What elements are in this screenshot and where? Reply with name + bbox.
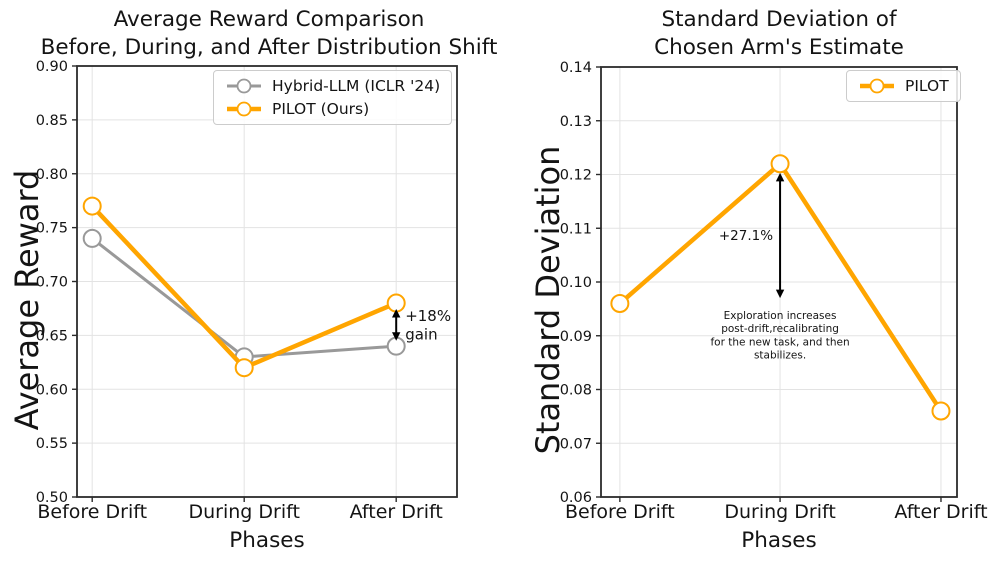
legend-swatch bbox=[860, 78, 894, 94]
legend-marker bbox=[869, 78, 885, 94]
chart-title: Standard Deviation of Chosen Arm's Estim… bbox=[654, 7, 904, 60]
legend-label: PILOT bbox=[905, 77, 949, 95]
y-tick-label: 0.14 bbox=[560, 60, 592, 76]
series-line bbox=[617, 160, 944, 414]
legend-label: Hybrid-LLM (ICLR '24) bbox=[272, 77, 441, 95]
arrowhead-down bbox=[775, 289, 785, 299]
legend-label: PILOT (Ours) bbox=[272, 100, 370, 118]
y-tick-label: 0.13 bbox=[560, 114, 592, 130]
plot-border bbox=[600, 66, 958, 498]
data-point-marker bbox=[931, 401, 951, 421]
legend-marker bbox=[236, 78, 252, 94]
x-tick-label: During Drift bbox=[724, 501, 835, 523]
x-tick-label: After Drift bbox=[894, 501, 987, 523]
x-axis-label: Phases bbox=[741, 528, 817, 553]
arrowhead-up bbox=[775, 172, 785, 182]
data-point-marker bbox=[770, 154, 790, 174]
legend: PILOT bbox=[846, 70, 961, 102]
y-axis-label: Standard Deviation bbox=[529, 145, 567, 455]
data-point-marker bbox=[610, 294, 630, 313]
x-tick-label: Before Drift bbox=[565, 501, 675, 523]
chart-title: Average Reward Comparison Before, During… bbox=[40, 7, 498, 60]
legend-swatch bbox=[227, 101, 261, 117]
x-axis-label: Phases bbox=[229, 528, 305, 553]
y-tick-label: 0.06 bbox=[560, 490, 592, 506]
legend-item: PILOT (Ours) bbox=[225, 100, 440, 118]
legend-item: Hybrid-LLM (ICLR '24) bbox=[225, 77, 440, 95]
legend: Hybrid-LLM (ICLR '24) PILOT (Ours) bbox=[213, 70, 453, 125]
legend-swatch bbox=[227, 78, 261, 94]
legend-item: PILOT bbox=[858, 77, 949, 95]
annotation-text: +27.1% bbox=[719, 228, 773, 244]
annotation-text: Exploration increases post-drift,recalibr… bbox=[710, 310, 849, 361]
legend-marker bbox=[236, 101, 252, 117]
